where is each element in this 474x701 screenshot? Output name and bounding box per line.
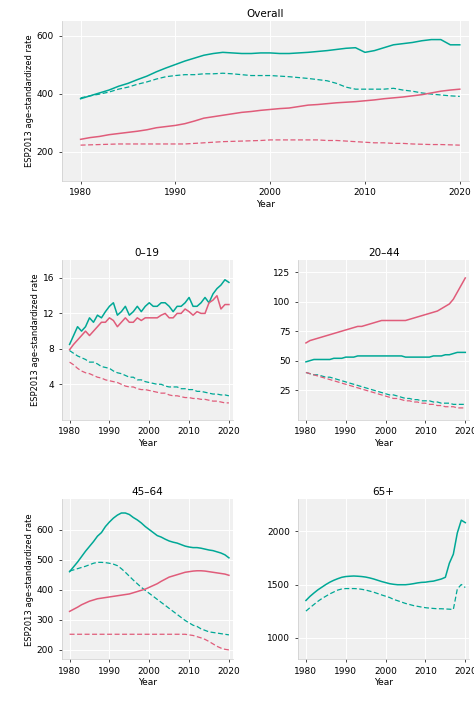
Title: 45–64: 45–64 — [131, 487, 163, 497]
X-axis label: Year: Year — [374, 679, 393, 688]
X-axis label: Year: Year — [374, 439, 393, 448]
Title: 20–44: 20–44 — [368, 248, 400, 258]
X-axis label: Year: Year — [256, 200, 275, 209]
X-axis label: Year: Year — [138, 439, 157, 448]
Y-axis label: ESP2013 age-standardized rate: ESP2013 age-standardized rate — [31, 273, 40, 407]
X-axis label: Year: Year — [138, 679, 157, 688]
Title: Overall: Overall — [246, 9, 284, 19]
Title: 65+: 65+ — [373, 487, 394, 497]
Y-axis label: ESP2013 age-standardized rate: ESP2013 age-standardized rate — [25, 34, 34, 167]
Y-axis label: ESP2013 age-standardized rate: ESP2013 age-standardized rate — [25, 513, 34, 646]
Title: 0–19: 0–19 — [135, 248, 160, 258]
